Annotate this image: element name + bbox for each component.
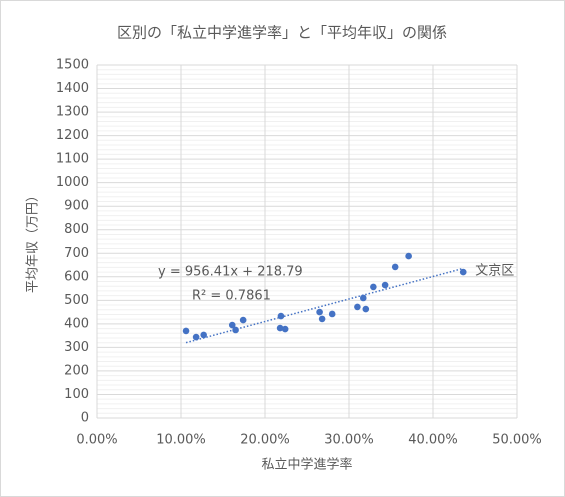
point bbox=[405, 252, 412, 260]
point bbox=[328, 310, 336, 318]
y-tick-label: 1000 bbox=[56, 175, 89, 190]
y-tick-label: 900 bbox=[64, 199, 89, 214]
point bbox=[192, 333, 200, 341]
y-tick-label: 200 bbox=[64, 363, 89, 378]
point bbox=[391, 263, 399, 271]
point bbox=[239, 316, 247, 324]
point bbox=[182, 327, 190, 335]
y-tick-label: 1400 bbox=[56, 81, 89, 96]
point bbox=[370, 283, 377, 291]
point bbox=[200, 331, 207, 339]
trendline bbox=[185, 267, 464, 344]
point bbox=[232, 326, 239, 334]
x-tick-label: 0.00% bbox=[76, 433, 117, 448]
y-tick-label: 400 bbox=[64, 316, 89, 331]
x-tick-label: 50.00% bbox=[492, 433, 542, 448]
x-tick-label: 30.00% bbox=[324, 433, 374, 448]
y-tick-label: 1500 bbox=[56, 58, 89, 73]
x-axis-label: 私立中学進学率 bbox=[261, 457, 352, 473]
point bbox=[459, 268, 467, 276]
point-label: 文京区 bbox=[475, 264, 514, 279]
y-tick-label: 500 bbox=[64, 293, 89, 308]
point bbox=[281, 325, 289, 333]
y-tick-label: 700 bbox=[64, 246, 89, 261]
x-tick-label: 10.00% bbox=[156, 433, 206, 448]
trendline-equation: y = 956.41x + 218.79 bbox=[158, 265, 303, 280]
y-tick-label: 100 bbox=[64, 387, 89, 402]
chart-title: 区別の「私立中学進学率」と「平均年収」の関係 bbox=[117, 24, 447, 42]
point bbox=[318, 315, 326, 323]
y-tick-label: 600 bbox=[64, 269, 89, 284]
y-tick-label: 1300 bbox=[56, 105, 89, 120]
y-tick-label: 0 bbox=[81, 411, 89, 426]
point bbox=[316, 308, 323, 316]
y-tick-label: 800 bbox=[64, 222, 89, 237]
point bbox=[362, 305, 370, 313]
point bbox=[381, 281, 389, 289]
y-axis-label: 平均年収（万円） bbox=[26, 189, 41, 293]
point bbox=[277, 312, 285, 320]
y-tick-label: 300 bbox=[64, 340, 89, 355]
trendline-r2: R² = 0.7861 bbox=[192, 289, 271, 304]
point bbox=[354, 303, 361, 311]
point bbox=[359, 294, 367, 302]
point bbox=[228, 321, 236, 329]
x-tick-label: 20.00% bbox=[240, 433, 290, 448]
point bbox=[276, 324, 284, 332]
x-tick-label: 40.00% bbox=[408, 433, 458, 448]
y-tick-label: 1100 bbox=[56, 152, 89, 167]
y-tick-label: 1200 bbox=[56, 128, 89, 143]
